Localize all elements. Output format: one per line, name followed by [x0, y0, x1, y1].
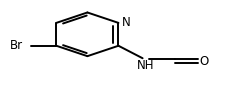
Text: O: O [198, 55, 207, 68]
Text: N: N [121, 16, 130, 29]
Text: NH: NH [137, 59, 154, 72]
Text: Br: Br [10, 39, 23, 52]
